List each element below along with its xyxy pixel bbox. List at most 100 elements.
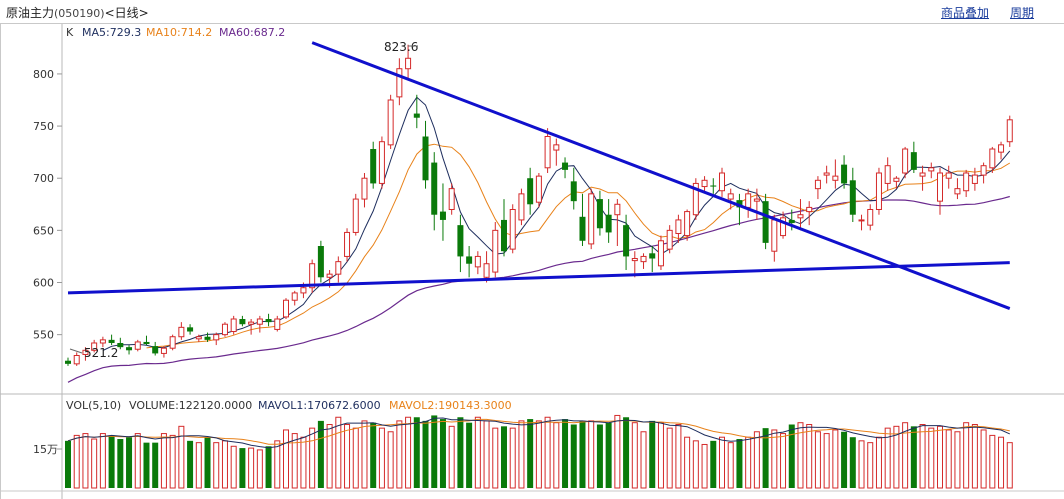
candle-body-down — [649, 253, 656, 259]
candle-body-up — [998, 144, 1005, 153]
candle-body-up — [274, 318, 281, 330]
low-pointer — [69, 348, 83, 354]
volume-bar-up — [256, 449, 263, 489]
volume-bar-up — [509, 427, 516, 489]
volume-bar-up — [823, 433, 830, 489]
candle-body-up — [919, 172, 926, 177]
candle-body-up — [326, 273, 333, 278]
candle-body-up — [492, 229, 499, 273]
candle-body-up — [213, 334, 220, 341]
candle-body-down — [527, 178, 534, 205]
volume-bar-up — [335, 416, 342, 489]
candle-body-up — [378, 141, 385, 184]
candle-body-up — [178, 326, 185, 338]
candle-body-up — [684, 211, 691, 237]
mavol1-line — [67, 417, 1011, 449]
volume-bar-up — [221, 440, 228, 489]
volume-bar-up — [902, 422, 909, 489]
overlay-commodity-link[interactable]: 商品叠加 — [941, 6, 990, 20]
candle-body-up — [675, 219, 682, 234]
volume-bar-up — [283, 429, 289, 489]
candle-body-up — [588, 193, 595, 245]
volume-bar-down — [439, 419, 446, 488]
volume-bar-up — [492, 427, 499, 489]
volume-bar-down — [501, 426, 507, 488]
volume-bar-up — [82, 433, 89, 489]
candle-body-down — [466, 256, 473, 264]
volume-bar-up — [99, 433, 106, 489]
candle-body-up — [160, 347, 167, 354]
volume-bar-up — [588, 420, 595, 489]
candle-body-up — [971, 174, 978, 184]
candle-body-down — [841, 164, 848, 184]
candle-body-up — [832, 175, 839, 181]
volume-bar-up — [640, 431, 647, 489]
legend-mavol1: MAVOL1:170672.6000 — [258, 399, 381, 412]
volume-bar-down — [788, 424, 795, 488]
volume-bar-up — [875, 436, 882, 489]
candle-body-down — [65, 360, 71, 364]
candle-body-down — [736, 200, 743, 208]
candle-body-down — [370, 149, 377, 184]
candle-body-up — [73, 355, 80, 365]
volume-bar-down — [570, 424, 577, 488]
volume-bar-up — [814, 431, 821, 489]
candle-body-down — [788, 219, 795, 224]
candle-body-up — [352, 198, 359, 233]
volume-bar-down — [649, 420, 656, 488]
volume-bar-up — [692, 440, 699, 489]
candle-body-up — [719, 172, 725, 192]
candle-body-up — [448, 188, 455, 210]
volume-bar-down — [204, 437, 211, 488]
volume-bar-down — [623, 417, 630, 488]
volume-bar-up — [954, 431, 961, 489]
candle-body-up — [954, 188, 961, 195]
candle-body-up — [483, 263, 490, 278]
candle-body-up — [553, 144, 560, 151]
period-label: <日线> — [104, 6, 149, 20]
candle-body-up — [893, 177, 900, 182]
cycle-link[interactable]: 周期 — [1010, 6, 1035, 20]
candle-body-up — [631, 258, 638, 262]
candle-body-down — [457, 225, 464, 257]
candle-body-up — [405, 57, 412, 70]
candle-body-down — [143, 341, 150, 345]
volume-bar-up — [884, 427, 891, 489]
candle-body-up — [335, 261, 342, 275]
candle-body-down — [570, 181, 577, 202]
volume-bar-up — [378, 427, 385, 489]
volume-bar-up — [309, 427, 316, 489]
candle-body-up — [169, 336, 176, 349]
volume-bar-down — [370, 422, 377, 488]
volume-bar-up — [553, 422, 560, 489]
candle-body-down — [605, 214, 612, 233]
mavol2-line — [67, 418, 1010, 445]
volume-bar-up — [858, 440, 865, 489]
candle-body-up — [221, 323, 228, 336]
candle-body-down — [439, 211, 446, 220]
instrument-code: (050190) — [54, 7, 105, 20]
candle-body-down — [710, 185, 717, 187]
volume-bar-down — [239, 448, 246, 488]
volume-bar-down — [117, 439, 124, 488]
y-tick-label: 600 — [33, 277, 54, 290]
candle-body-down — [117, 342, 124, 348]
candle-body-down — [596, 199, 603, 229]
volume-bar-down — [143, 442, 150, 488]
candle-body-up — [797, 214, 804, 219]
volume-bar-up — [352, 427, 359, 489]
y-tick-label: 800 — [33, 68, 54, 81]
candle-body-up — [82, 349, 89, 355]
volume-bar-up — [701, 443, 708, 489]
candle-body-up — [945, 172, 952, 179]
volume-bar-up — [396, 420, 403, 489]
candle-body-down — [108, 339, 115, 343]
candle-body-up — [474, 255, 481, 268]
candle-body-up — [937, 172, 943, 202]
y-tick-label: 550 — [33, 329, 54, 342]
volume-bar-down — [849, 437, 856, 488]
volume-bar-up — [448, 425, 455, 489]
volume-bar-up — [832, 429, 839, 489]
volume-bar-down — [431, 415, 438, 488]
candle-body-up — [230, 318, 237, 333]
